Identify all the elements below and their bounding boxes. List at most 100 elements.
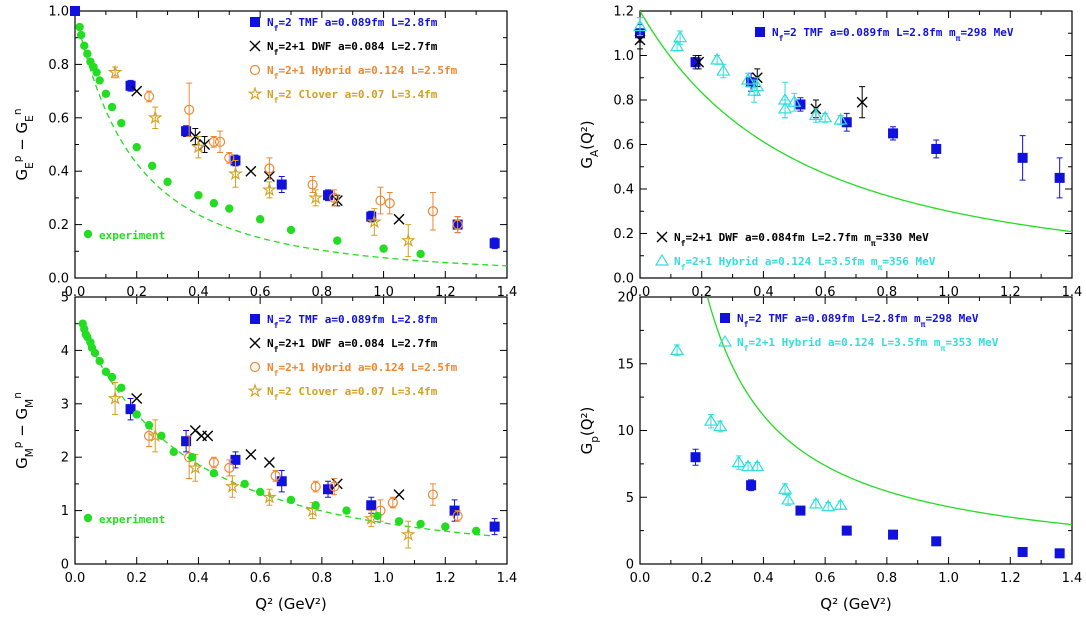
legend-label: Nf=2+1 Hybrid a=0.124 L=3.5fm mπ=356 MeV [674, 255, 936, 272]
data-point [693, 56, 705, 68]
data-point [821, 499, 836, 512]
series-tmf [635, 23, 1065, 199]
data-point [125, 404, 136, 415]
legend-marker [247, 86, 263, 101]
error-bar [210, 456, 217, 469]
x-tick-label: 1.2 [435, 571, 456, 586]
data-point [781, 492, 796, 505]
data-point [276, 476, 287, 487]
error-bar [186, 82, 193, 137]
data-point [384, 198, 395, 209]
data-point [808, 108, 823, 121]
data-point [208, 136, 219, 147]
data-point [191, 139, 206, 154]
data-point [125, 80, 136, 91]
data-point [427, 489, 439, 500]
data-point [452, 219, 463, 230]
data-point [746, 480, 757, 491]
data-point [224, 478, 240, 493]
x-tick-label: 0.2 [691, 285, 712, 300]
data-point [888, 128, 899, 139]
fit-curve [80, 326, 492, 537]
y-tick-label: 10 [617, 424, 634, 439]
data-point [746, 77, 757, 88]
error-bar [146, 90, 153, 103]
data-point [841, 117, 852, 128]
x-tick-label: 0.2 [126, 285, 147, 300]
data-point [329, 481, 340, 492]
series-clover [107, 64, 416, 258]
data-point [416, 519, 425, 529]
data-point [147, 110, 163, 125]
data-point [1017, 546, 1028, 557]
error-bar [226, 152, 233, 164]
data-point [92, 68, 101, 77]
x-tick-label: 0.6 [250, 285, 271, 300]
data-point [132, 142, 141, 152]
y-tick-label: 0.6 [48, 111, 69, 126]
data-point [83, 49, 92, 58]
data-point [276, 179, 287, 190]
x-tick-label: 1.2 [1000, 285, 1021, 300]
data-point [194, 191, 203, 200]
error-bar [720, 63, 727, 79]
data-point [95, 356, 104, 366]
data-point [449, 505, 460, 516]
error-bar [707, 413, 714, 429]
y-tick-label: 0 [61, 558, 69, 573]
y-tick-label: 0 [626, 558, 634, 573]
legend-label: Nf=2+1 DWF a=0.084 L=2.7fm [267, 40, 438, 57]
data-point [157, 431, 166, 441]
fit-curve [80, 36, 507, 267]
data-point [188, 453, 197, 462]
x-tick-label: 1.4 [497, 285, 518, 300]
legend-label: Nf=2 Clover a=0.07 L=3.4fm [267, 88, 438, 105]
data-point [131, 392, 143, 404]
error-bar [389, 496, 396, 509]
data-point [323, 484, 334, 495]
data-point [777, 101, 793, 114]
data-point [373, 511, 382, 521]
data-point [333, 236, 342, 245]
panel-ga: 0.0 0.2 0.4 0.6 0.8 1.0 1.2 1.4 0.0 0.2 0.4 0.6 0.8 1… [578, 5, 1082, 301]
data-point [144, 420, 154, 430]
data-point [931, 536, 942, 547]
legend-marker [83, 229, 93, 239]
data-point [143, 91, 155, 102]
x-tick-label: 0.0 [65, 571, 86, 586]
legend-label: Nf=2 TMF a=0.089fm L=2.8fm [267, 313, 438, 330]
error-bar [405, 224, 412, 258]
data-point [747, 83, 762, 96]
data-point [307, 179, 318, 190]
error-bar [217, 130, 224, 154]
data-point [286, 225, 296, 235]
data-point [90, 348, 100, 358]
legend-label: Nf=2 TMF a=0.089fm L=2.8fm mπ=298 MeV [772, 26, 1014, 43]
legend-marker [247, 383, 263, 398]
legend-marker [656, 231, 668, 243]
data-point [342, 506, 351, 515]
data-point [245, 165, 257, 177]
data-point [716, 63, 731, 76]
series-tmf [125, 397, 500, 536]
data-point [673, 30, 688, 43]
data-point [181, 436, 192, 447]
data-point [224, 462, 235, 473]
data-point [262, 489, 277, 504]
data-point [713, 419, 728, 432]
x-tick-label: 0.2 [126, 571, 147, 586]
data-point [228, 166, 243, 181]
data-point [841, 525, 852, 536]
data-point [255, 215, 265, 224]
data-point [632, 19, 648, 32]
y-tick-label: 1 [61, 504, 69, 519]
error-bar [429, 483, 436, 506]
data-point [101, 367, 111, 376]
data-point [1054, 172, 1065, 183]
legend-label: Nf=2+1 DWF a=0.084fm L=2.7fm mπ=330 MeV [674, 231, 929, 248]
legend-label: Nf=2 TMF a=0.089fm L=2.8fm mπ=298 MeV [737, 312, 979, 329]
series-experiment [78, 319, 481, 536]
data-point [441, 522, 450, 531]
fit-curve [640, 11, 1072, 233]
data-point [818, 110, 833, 123]
